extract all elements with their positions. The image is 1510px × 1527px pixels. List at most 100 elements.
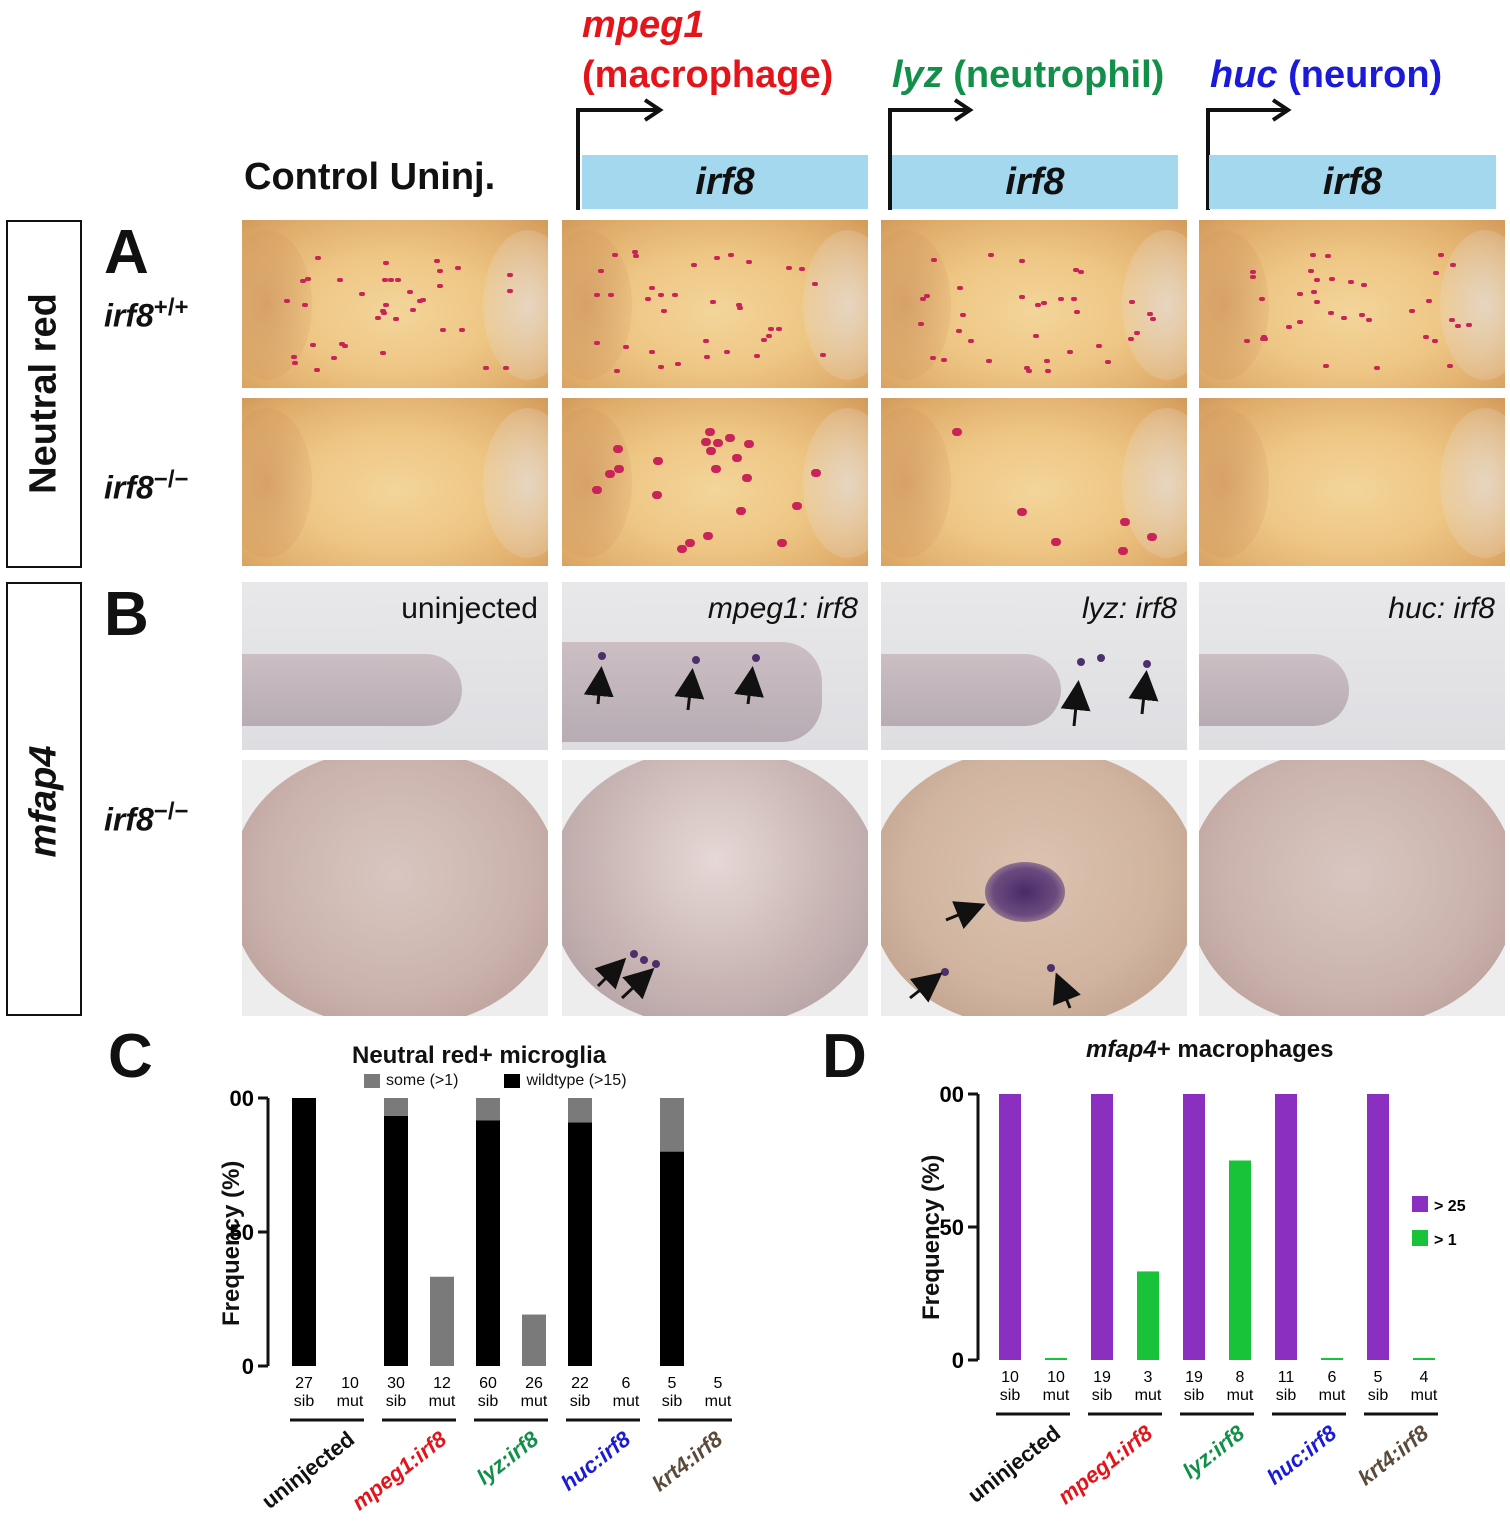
chart-c: 05010027sib10mut30sib12mut60sib26mut22si… [230, 1090, 732, 1515]
x-tick-n: 6 [622, 1375, 631, 1392]
x-tick-n: 6 [1328, 1369, 1337, 1386]
irf8-bar-mpeg1: irf8 [582, 155, 868, 209]
chart-d: 05010010sib10mut19sib3mut19sib8mut11sib6… [940, 1082, 1466, 1509]
irf8-bar-huc: irf8 [1209, 155, 1496, 209]
y-tick-label: 0 [242, 1354, 254, 1379]
bar [1321, 1358, 1343, 1360]
arrow-icon [945, 901, 986, 930]
bar [1275, 1094, 1297, 1360]
mfap4-yolk-huc [1199, 760, 1505, 1016]
mfap4-tail-huc: huc: irf8 [1199, 582, 1505, 750]
panel-letter-c: C [108, 1022, 153, 1091]
mfap4-tail-mpeg1: mpeg1: irf8 [562, 582, 868, 750]
genotype-mut-a: irf8−/− [104, 466, 189, 506]
x-tick-genotype: sib [294, 1393, 315, 1410]
arrowhead-icon [643, 98, 664, 122]
bar [522, 1314, 546, 1366]
bar [660, 1098, 684, 1152]
x-tick-genotype: sib [1092, 1387, 1113, 1404]
group-label: mpeg1:irf8 [347, 1426, 452, 1515]
x-tick-n: 60 [479, 1375, 497, 1392]
x-tick-n: 10 [1001, 1369, 1019, 1386]
x-tick-n: 4 [1420, 1369, 1429, 1386]
legend-label-wildtype: wildtype (>15) [526, 1072, 627, 1089]
caption-uninjected: uninjected [401, 592, 538, 625]
bar [660, 1151, 684, 1366]
x-tick-genotype: mut [1411, 1387, 1438, 1404]
x-tick-n: 3 [1144, 1369, 1153, 1386]
bar [568, 1098, 592, 1123]
y-tick-label: 50 [940, 1215, 964, 1240]
x-tick-n: 5 [714, 1375, 723, 1392]
bar [292, 1098, 316, 1366]
x-tick-genotype: sib [1276, 1387, 1297, 1404]
x-tick-genotype: mut [705, 1393, 732, 1410]
genotype-mut-b: irf8−/− [104, 798, 189, 838]
arrow-icon [734, 666, 764, 705]
x-tick-genotype: mut [1043, 1387, 1070, 1404]
panel-letter-d: D [822, 1022, 867, 1091]
group-label: huc:irf8 [556, 1426, 636, 1496]
x-tick-genotype: mut [337, 1393, 364, 1410]
header-mpeg1-gene: mpeg1 [582, 4, 705, 46]
bar [568, 1122, 592, 1366]
x-tick-n: 26 [525, 1375, 543, 1392]
header-mpeg1-cell: (macrophage) [582, 54, 834, 96]
header-lyz: lyz (neutrophil) [892, 54, 1165, 96]
irf8-bar-lyz: irf8 [892, 155, 1178, 209]
arrow-icon [594, 957, 627, 990]
neutral-red-image [1199, 398, 1505, 566]
caption-huc: huc: irf8 [1388, 592, 1495, 625]
promoter-arrows [576, 98, 1292, 210]
group-label: mpeg1:irf8 [1053, 1420, 1158, 1509]
x-tick-genotype: mut [429, 1393, 456, 1410]
bar [1229, 1160, 1251, 1360]
x-tick-n: 30 [387, 1375, 405, 1392]
mfap4-yolk-uninjected [242, 760, 548, 1016]
arrow-icon [583, 666, 614, 705]
header-huc: huc (neuron) [1210, 54, 1443, 96]
group-label: lyz:irf8 [472, 1426, 544, 1490]
x-tick-n: 11 [1278, 1369, 1295, 1386]
bar [1045, 1358, 1067, 1360]
arrow-icon [620, 967, 655, 1000]
bar [476, 1120, 500, 1366]
arrow-icon [1128, 670, 1159, 715]
group-label: uninjected [963, 1420, 1065, 1507]
x-tick-n: 27 [295, 1375, 313, 1392]
x-tick-n: 5 [668, 1375, 677, 1392]
bar [1091, 1094, 1113, 1360]
neutral-red-image [242, 220, 548, 388]
x-tick-genotype: sib [1000, 1387, 1021, 1404]
neutral-red-image [242, 398, 548, 566]
group-label: krt4:irf8 [647, 1426, 728, 1497]
legend-swatch [1412, 1230, 1428, 1246]
side-box-neutral-red: Neutral red [6, 220, 82, 568]
arrowhead-icon [1271, 98, 1292, 122]
bar [1413, 1358, 1435, 1360]
arrowhead-icon [953, 98, 974, 122]
caption-mpeg1: mpeg1: irf8 [707, 592, 858, 625]
y-tick-label: 100 [940, 1082, 964, 1107]
legend-swatch-wildtype [504, 1074, 521, 1088]
legend-swatch [1412, 1196, 1428, 1212]
control-label: Control Uninj. [244, 156, 496, 198]
bar [430, 1276, 454, 1366]
chart-d-title: mfap4+ macrophages [1086, 1036, 1334, 1063]
bar [384, 1115, 408, 1366]
x-tick-genotype: sib [478, 1393, 499, 1410]
mfap4-tail-uninjected: uninjected [242, 582, 548, 750]
promoter-arrow-lyz [888, 108, 970, 210]
bar [999, 1094, 1021, 1360]
legend-label: > 1 [1434, 1232, 1457, 1249]
x-tick-genotype: sib [1184, 1387, 1205, 1404]
legend-label-some: some (>1) [386, 1072, 459, 1089]
neutral-red-image [881, 220, 1187, 388]
caption-lyz: lyz: irf8 [1081, 592, 1177, 625]
x-tick-genotype: sib [1368, 1387, 1389, 1404]
mfap4-tail-lyz: lyz: irf8 [881, 582, 1187, 750]
bar [1367, 1094, 1389, 1360]
y-tick-label: 50 [230, 1220, 254, 1245]
x-tick-n: 8 [1236, 1369, 1245, 1386]
legend-swatch-some [364, 1074, 380, 1088]
